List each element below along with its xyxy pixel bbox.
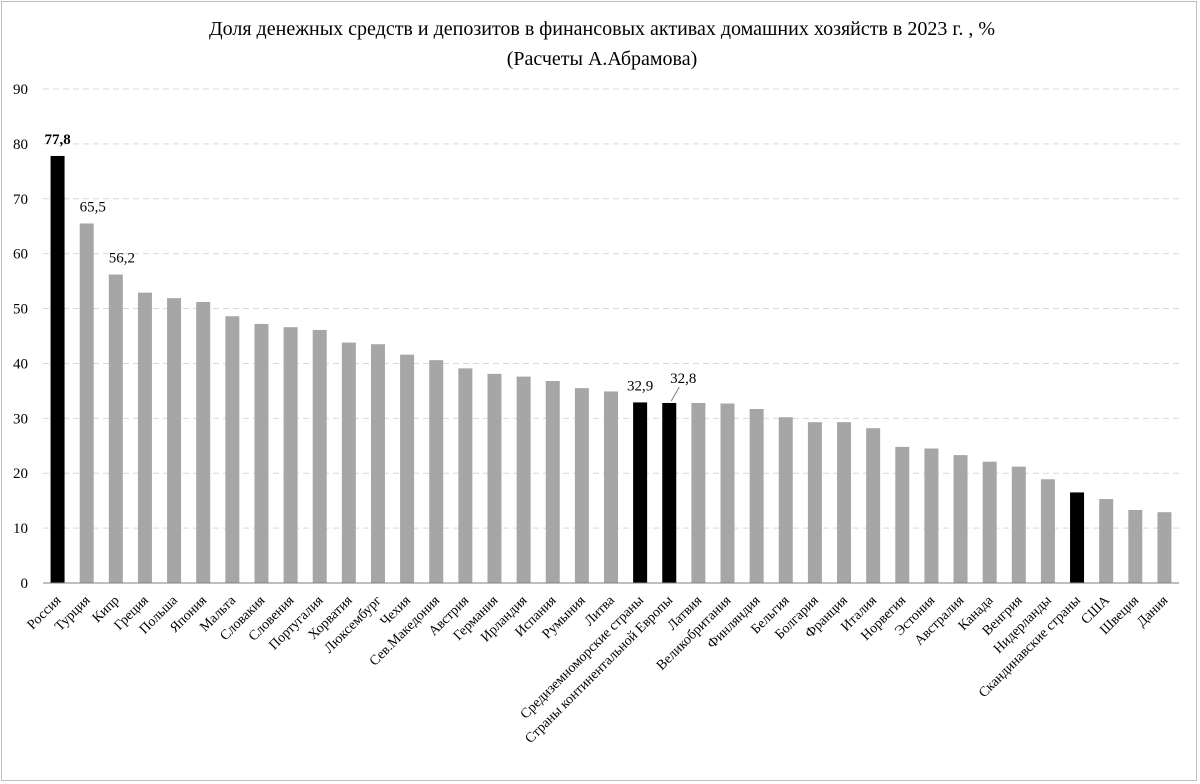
bar-19 [574, 388, 589, 583]
bar-21 [633, 402, 648, 583]
bar-2 [79, 223, 94, 583]
bar-24 [720, 403, 735, 583]
bar-34 [1011, 466, 1026, 583]
bar-1 [50, 155, 65, 583]
bar-28 [837, 422, 852, 583]
y-tick-label: 60 [13, 247, 28, 263]
bar-20 [604, 391, 618, 583]
bar-30 [895, 446, 910, 583]
y-tick-label: 10 [13, 521, 28, 537]
bar-15 [458, 368, 473, 583]
bar-5 [167, 298, 182, 583]
bar-3 [108, 274, 123, 583]
y-tick-label: 30 [13, 411, 28, 427]
bar-10 [312, 329, 327, 583]
bar-29 [866, 428, 881, 583]
data-label: 77,8 [44, 132, 70, 148]
data-label-leader [670, 386, 680, 402]
y-tick-label: 70 [13, 192, 28, 208]
bar-23 [691, 402, 706, 583]
bar-13 [400, 354, 415, 583]
bar-14 [429, 360, 444, 583]
bars [50, 155, 1172, 583]
bar-25 [749, 409, 764, 583]
bar-31 [924, 448, 939, 583]
bar-32 [953, 455, 968, 583]
category-label: Дания [1134, 593, 1171, 630]
bar-37 [1099, 499, 1114, 583]
bar-27 [807, 422, 822, 583]
y-tick-label: 50 [13, 302, 28, 318]
bar-11 [341, 342, 356, 583]
bar-26 [778, 417, 793, 583]
bar-33 [982, 461, 997, 583]
bar-22 [662, 402, 677, 583]
data-label: 56,2 [109, 251, 135, 267]
bar-9 [283, 327, 298, 583]
chart-title: Доля денежных средств и депозитов в фина… [209, 18, 995, 40]
bar-4 [137, 292, 152, 583]
bar-36 [1070, 492, 1085, 583]
bar-7 [225, 316, 240, 583]
category-labels: РоссияТурцияКипрГрецияПольшаЯпонияМальта… [25, 593, 1172, 747]
data-label: 65,5 [80, 199, 106, 215]
y-tick-label: 90 [13, 82, 28, 98]
bar-39 [1157, 512, 1172, 583]
bar-12 [370, 344, 385, 583]
data-labels: 77,8 65,5 56,2 32,9 32,8 [44, 132, 696, 402]
bar-38 [1128, 509, 1143, 583]
bar-16 [487, 373, 502, 583]
chart-subtitle: (Расчеты А.Абрамова) [507, 48, 698, 70]
y-tick-label: 40 [13, 356, 28, 372]
bar-8 [254, 323, 269, 583]
bar-17 [516, 376, 531, 583]
data-label: 32,9 [627, 378, 653, 394]
bar-18 [545, 381, 560, 583]
data-label: 32,8 [670, 371, 696, 387]
y-tick-label: 20 [13, 466, 28, 482]
y-tick-label: 0 [21, 576, 29, 592]
y-tick-label: 80 [13, 137, 28, 153]
bar-35 [1040, 479, 1055, 583]
bar-6 [196, 301, 211, 583]
y-axis-ticks: 0 10 20 30 40 50 60 70 80 90 [13, 82, 28, 592]
